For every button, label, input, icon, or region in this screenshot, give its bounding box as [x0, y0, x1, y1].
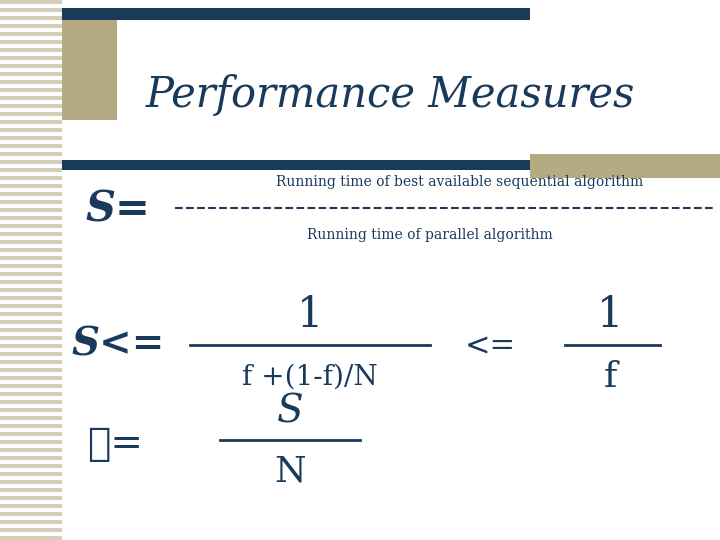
Bar: [0, 56, 62, 60]
Bar: [530, 154, 720, 178]
Bar: [0, 216, 62, 220]
Bar: [0, 416, 62, 420]
Bar: [0, 288, 62, 292]
Bar: [62, 10, 117, 120]
Bar: [0, 192, 62, 196]
Bar: [0, 72, 62, 76]
Bar: [0, 80, 62, 84]
Bar: [0, 200, 62, 204]
Text: f +(1-f)/N: f +(1-f)/N: [242, 363, 378, 390]
Bar: [0, 0, 62, 4]
Bar: [0, 440, 62, 444]
Bar: [0, 48, 62, 52]
Bar: [0, 312, 62, 316]
Bar: [62, 160, 530, 170]
Bar: [0, 360, 62, 364]
Bar: [0, 248, 62, 252]
Bar: [0, 480, 62, 484]
Bar: [0, 112, 62, 116]
Bar: [0, 152, 62, 156]
Bar: [0, 448, 62, 452]
Bar: [0, 16, 62, 20]
Bar: [0, 344, 62, 348]
Text: <=: <=: [464, 332, 516, 362]
Bar: [0, 24, 62, 28]
Bar: [0, 376, 62, 380]
Bar: [0, 392, 62, 396]
Bar: [0, 128, 62, 132]
Bar: [0, 536, 62, 540]
Text: S: S: [276, 394, 303, 430]
Text: f: f: [603, 360, 617, 394]
Bar: [0, 232, 62, 236]
Bar: [0, 464, 62, 468]
Bar: [0, 512, 62, 516]
Bar: [0, 384, 62, 388]
Bar: [0, 144, 62, 148]
Bar: [0, 96, 62, 100]
Bar: [0, 256, 62, 260]
Text: S=: S=: [86, 189, 150, 231]
Bar: [0, 104, 62, 108]
Bar: [0, 296, 62, 300]
Bar: [0, 264, 62, 268]
Bar: [0, 120, 62, 124]
Bar: [0, 400, 62, 404]
Bar: [0, 32, 62, 36]
Bar: [0, 528, 62, 532]
Bar: [0, 368, 62, 372]
Bar: [0, 320, 62, 324]
Bar: [0, 160, 62, 164]
Bar: [0, 408, 62, 412]
Bar: [0, 136, 62, 140]
Bar: [0, 40, 62, 44]
Bar: [0, 472, 62, 476]
Bar: [0, 240, 62, 244]
Bar: [0, 224, 62, 228]
Bar: [62, 8, 530, 20]
Bar: [0, 496, 62, 500]
Text: 1: 1: [297, 294, 323, 336]
Text: Running time of best available sequential algorithm: Running time of best available sequentia…: [276, 175, 644, 189]
Bar: [0, 424, 62, 428]
Bar: [0, 520, 62, 524]
Bar: [0, 208, 62, 212]
Text: Performance Measures: Performance Measures: [145, 74, 635, 116]
Bar: [0, 352, 62, 356]
Text: 1: 1: [597, 294, 624, 336]
Bar: [0, 176, 62, 180]
Text: S<=: S<=: [71, 326, 165, 364]
Bar: [0, 280, 62, 284]
Bar: [0, 64, 62, 68]
Bar: [0, 488, 62, 492]
Bar: [0, 272, 62, 276]
Bar: [0, 456, 62, 460]
Text: Running time of parallel algorithm: Running time of parallel algorithm: [307, 228, 553, 242]
Bar: [0, 168, 62, 172]
Bar: [0, 184, 62, 188]
Text: ∅=: ∅=: [87, 427, 143, 463]
Bar: [0, 8, 62, 12]
Bar: [0, 328, 62, 332]
Bar: [0, 88, 62, 92]
Text: N: N: [274, 455, 306, 489]
Bar: [0, 432, 62, 436]
Bar: [0, 304, 62, 308]
Bar: [0, 504, 62, 508]
Bar: [0, 336, 62, 340]
